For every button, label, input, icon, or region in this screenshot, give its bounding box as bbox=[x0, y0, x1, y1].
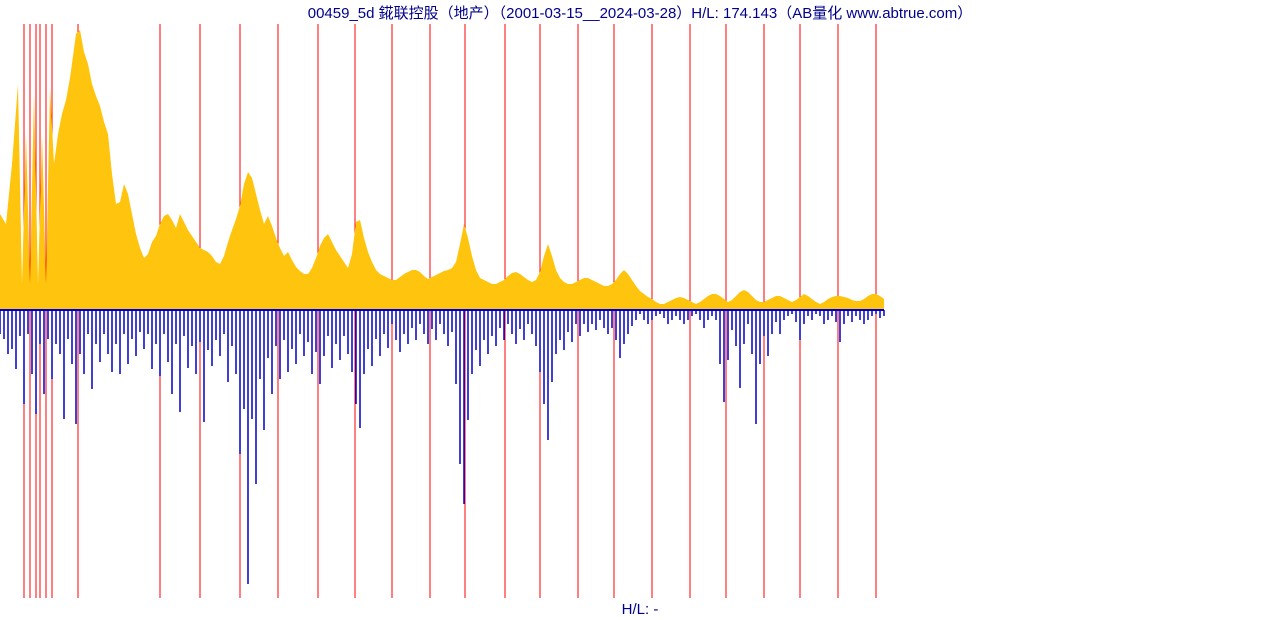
chart-area bbox=[0, 24, 1280, 598]
chart-title: 00459_5d 錵联控股（地产）（2001-03-15__2024-03-28… bbox=[0, 2, 1280, 23]
chart-svg bbox=[0, 24, 1280, 598]
chart-footer: H/L: - bbox=[0, 601, 1280, 618]
